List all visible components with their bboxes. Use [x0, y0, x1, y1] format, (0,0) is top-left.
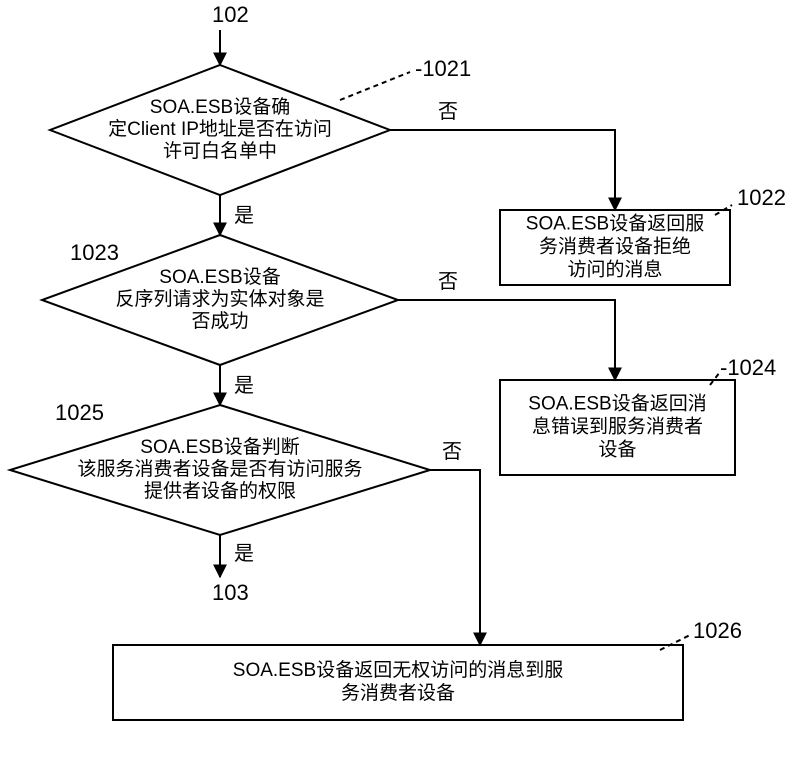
edge-d1_no [390, 130, 615, 210]
diamond-d1-line1: 定Client IP地址是否在访问 [108, 118, 332, 140]
rect-r2-line0: SOA.ESB设备返回消 [528, 393, 706, 415]
edge-d2_no [398, 300, 615, 380]
label-top: 102 [212, 2, 249, 27]
edge-label-d3_yes: 是 [234, 543, 254, 565]
diamond-d2-line2: 否成功 [191, 310, 248, 332]
label-n1026: 1026 [693, 618, 742, 643]
rect-r1-line1: 务消费者设备拒绝 [539, 236, 691, 258]
rect-r1-line0: SOA.ESB设备返回服 [526, 213, 704, 235]
edge-lead1024 [710, 372, 720, 385]
edge-label-d1_yes: 是 [234, 205, 254, 227]
edge-label-d2_yes: 是 [234, 375, 254, 397]
label-n1024: -1024 [720, 355, 776, 380]
rect-r2-line2: 设备 [598, 438, 636, 460]
rect-r2-line1: 息错误到服务消费者 [532, 416, 703, 438]
label-n1025: 1025 [55, 400, 104, 425]
rect-r1-line2: 访问的消息 [567, 258, 662, 280]
label-n1021: -1021 [415, 56, 471, 81]
label-n1023: 1023 [70, 240, 119, 265]
diamond-d3-line0: SOA.ESB设备判断 [140, 436, 299, 458]
label-bot: 103 [212, 580, 249, 605]
diamond-d1-line2: 许可白名单中 [163, 140, 277, 162]
edge-lead1026 [660, 635, 690, 650]
label-n1022: 1022 [737, 185, 786, 210]
edge-label-d2_no: 否 [438, 271, 458, 293]
diamond-d2-line0: SOA.ESB设备 [159, 266, 280, 288]
edge-d3_no [430, 470, 480, 645]
rect-r3-line1: 务消费者设备 [341, 682, 455, 704]
diamond-d2-line1: 反序列请求为实体对象是 [115, 288, 324, 310]
edge-label-d3_no: 否 [442, 441, 462, 463]
diamond-d1-line0: SOA.ESB设备确 [150, 96, 290, 118]
rect-r3-line0: SOA.ESB设备返回无权访问的消息到服 [233, 659, 563, 681]
edge-label-d1_no: 否 [438, 101, 458, 123]
diamond-d3-line1: 该服务消费者设备是否有访问服务 [77, 458, 362, 480]
diamond-d3-line2: 提供者设备的权限 [144, 480, 296, 502]
edge-lead1021 [340, 72, 410, 100]
